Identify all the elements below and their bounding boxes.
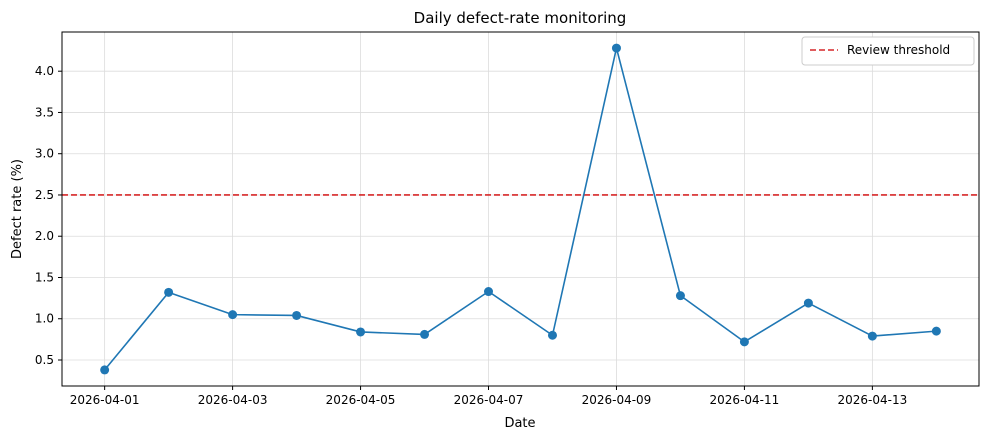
data-point [100,365,110,375]
y-axis: 0.5 1.0 1.5 2.0 2.5 3.0 3.5 4.0 [35,64,62,367]
y-tick-label: 3.5 [35,105,54,119]
x-axis: 2026-04-01 2026-04-03 2026-04-05 2026-04-07… [70,386,907,407]
x-tick-label: 2026-04-11 [710,393,780,407]
plot-frame [61,31,980,387]
data-point [675,291,685,301]
x-tick-label: 2026-04-03 [198,393,268,407]
y-tick-label: 4.0 [35,64,54,78]
data-point [228,310,238,320]
data-point [164,287,174,297]
data-point [547,330,557,340]
y-tick-label: 2.0 [35,229,54,243]
data-point [739,337,749,347]
data-point [420,329,430,339]
data-point [931,326,941,336]
y-tick-label: 3.0 [35,147,54,161]
data-point [867,331,877,341]
chart-title: Daily defect-rate monitoring [414,9,627,27]
y-tick-label: 1.0 [35,312,54,326]
x-tick-label: 2026-04-01 [70,393,140,407]
data-point [292,310,302,320]
legend-box [801,36,975,66]
data-point [356,327,366,337]
data-point [803,298,813,308]
x-tick-label: 2026-04-09 [582,393,652,407]
x-tick-label: 2026-04-13 [837,393,907,407]
y-tick-label: 0.5 [35,353,54,367]
data-point [611,43,621,53]
series-line [104,47,937,371]
legend-threshold-label: Review threshold [847,43,950,57]
y-tick-label: 1.5 [35,270,54,284]
y-tick-label: 2.5 [35,188,54,202]
y-axis-title: Defect rate (%) [10,159,25,259]
series-layer [100,43,941,375]
x-tick-label: 2026-04-07 [454,393,524,407]
x-axis-title: Date [504,416,535,431]
x-tick-label: 2026-04-05 [326,393,396,407]
grid [62,32,979,386]
legend: Review threshold [801,36,975,66]
data-point [484,287,494,297]
